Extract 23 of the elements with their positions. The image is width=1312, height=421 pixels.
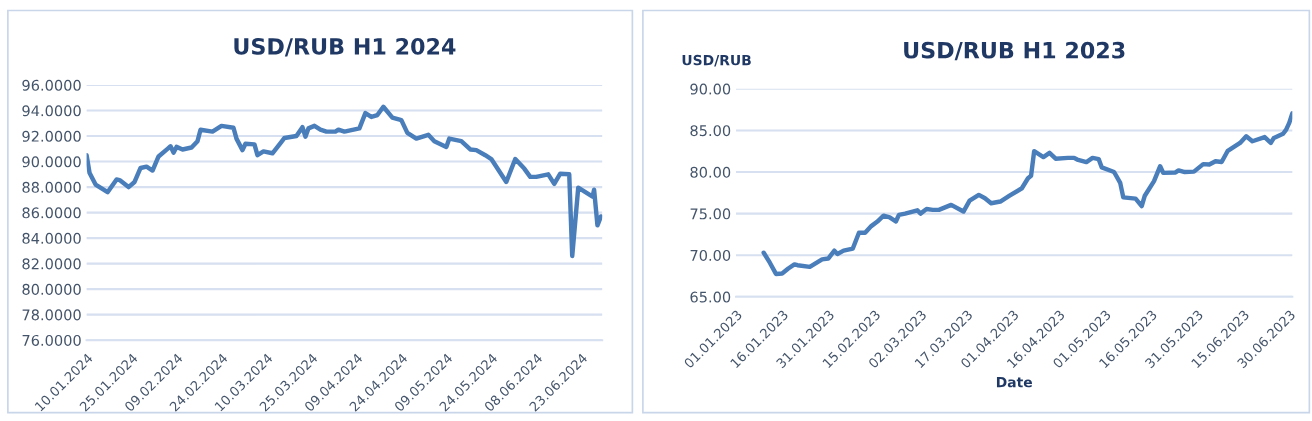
y-tick-label: 70.00: [690, 249, 731, 261]
y-tick-label: 76.0000: [22, 334, 81, 346]
y-tick-label: 75.00: [690, 208, 731, 220]
y-tick-label: 82.0000: [22, 258, 81, 270]
y-tick-label: 84.0000: [22, 232, 81, 244]
y-tick-label: 94.0000: [22, 105, 81, 117]
x-axis-title: Date: [996, 377, 1032, 388]
chart-title: USD/RUB H1 2023: [904, 41, 1125, 61]
line-series: [761, 111, 1293, 277]
y-tick-label: 86.0000: [22, 207, 81, 219]
y-axis-title: USD/RUB: [682, 54, 751, 67]
y-tick-label: 90.0000: [22, 156, 81, 168]
line-series: [86, 104, 603, 259]
y-tick-label: 80.0000: [22, 283, 81, 295]
y-tick-label: 80.00: [690, 166, 731, 178]
y-tick-label: 90.00: [690, 83, 731, 95]
y-tick-label: 85.00: [690, 125, 731, 137]
y-tick-label: 96.0000: [22, 79, 81, 91]
chart-title: USD/RUB H1 2024: [234, 37, 456, 57]
y-tick-label: 65.00: [690, 291, 731, 303]
y-tick-label: 78.0000: [22, 309, 81, 321]
y-tick-label: 88.0000: [22, 181, 81, 193]
y-tick-label: 92.0000: [22, 130, 81, 142]
